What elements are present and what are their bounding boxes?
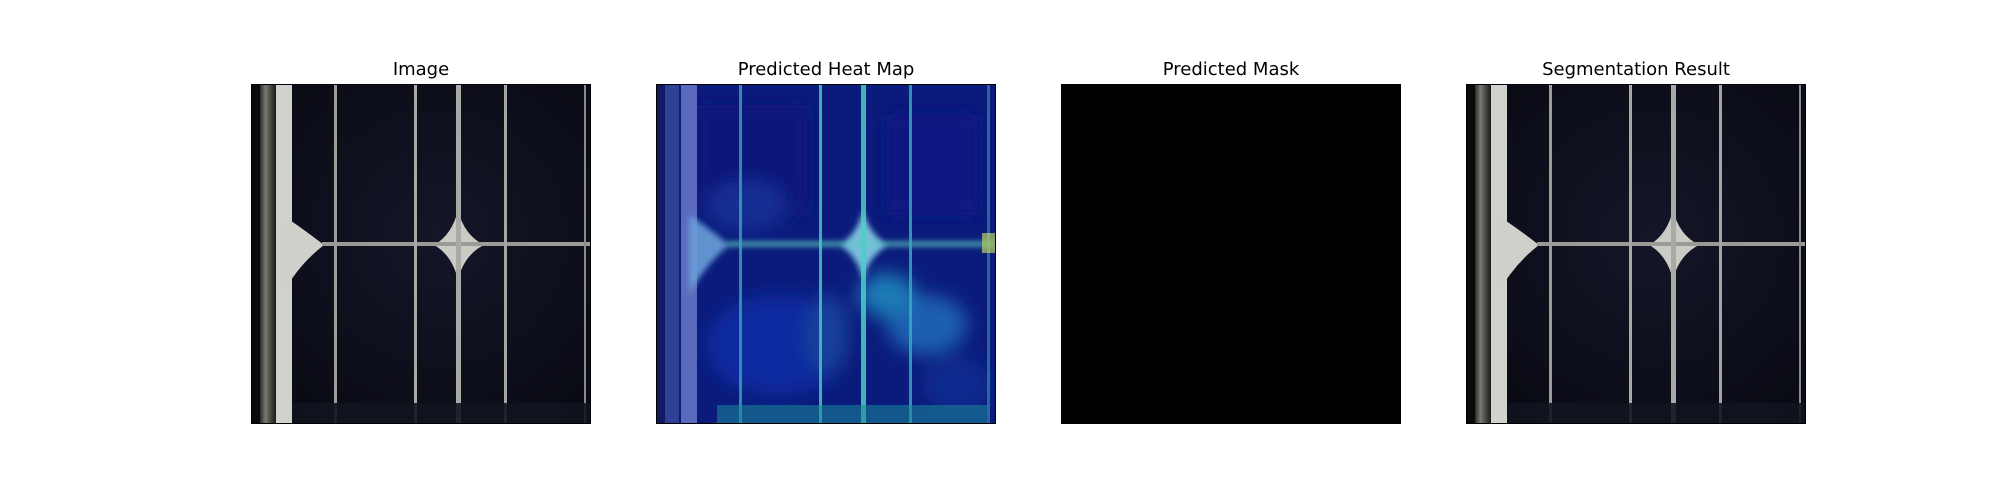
panel-image: Image — [251, 0, 591, 500]
panel-title: Segmentation Result — [1542, 59, 1730, 80]
panel-segmentation: Segmentation Result — [1466, 0, 1806, 500]
solar-cell-graphic — [252, 85, 590, 423]
panel-title: Image — [392, 59, 450, 80]
solar-cell-image — [251, 84, 591, 424]
panel-heatmap: Predicted Heat Map — [656, 0, 996, 500]
mask-image — [1061, 84, 1401, 424]
segmentation-image — [1466, 84, 1806, 424]
panel-title: Predicted Heat Map — [737, 59, 915, 80]
heatmap-graphic — [657, 85, 995, 423]
panel-title: Predicted Mask — [1162, 59, 1300, 80]
segmentation-graphic — [1467, 85, 1805, 423]
mask-graphic — [1062, 85, 1400, 423]
panel-mask: Predicted Mask — [1061, 0, 1401, 500]
heatmap-image — [656, 84, 996, 424]
